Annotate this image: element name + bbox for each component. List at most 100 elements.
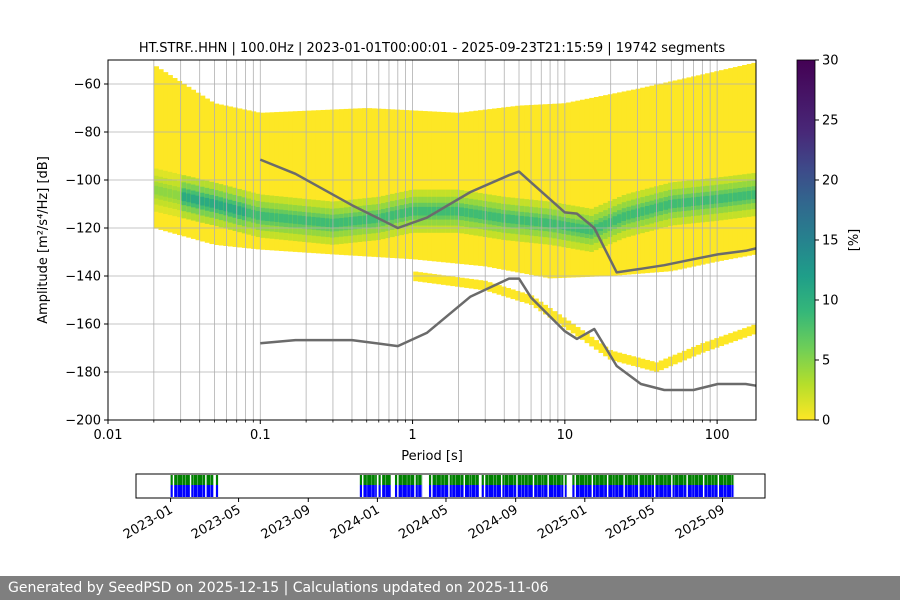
timeline-processed-bar [632, 475, 635, 485]
colorbar-ticks: 0 5 10 15 20 25 30 [815, 54, 839, 429]
density-envelope-cell [542, 104, 549, 278]
density-secondary-cell [667, 356, 674, 367]
timeline-processed-bar [655, 475, 659, 485]
timeline-processed-bar [363, 475, 367, 485]
timeline-processed-bar [460, 475, 464, 485]
density-envelope-cell [626, 90, 632, 275]
density-secondary-cell [649, 361, 655, 371]
timeline-processed-bar [579, 475, 585, 485]
density-envelope-cell [663, 82, 669, 272]
timeline-available-bar [634, 485, 639, 497]
density-core-cell [353, 216, 359, 226]
density-core-cell [635, 208, 641, 218]
density-core-cell [450, 206, 456, 216]
timeline-available-bar [698, 485, 703, 497]
density-secondary-cell [542, 304, 549, 315]
timeline-processed-bar [517, 475, 522, 485]
timeline-processed-bar [485, 475, 489, 485]
density-envelope-cell [473, 110, 479, 266]
timeline-available-bar [415, 485, 418, 497]
density-core-cell [728, 193, 734, 202]
timeline-processed-bar [587, 475, 592, 485]
density-core-cell [579, 224, 586, 234]
timeline-available-bar [528, 485, 533, 497]
grid-lines [107, 60, 756, 421]
density-envelope-cell [278, 111, 285, 251]
density-core-cell [306, 216, 312, 226]
timeline-available-bar [496, 485, 501, 497]
timeline-processed-bar [508, 475, 514, 485]
density-envelope-cell [246, 110, 252, 249]
timeline-available-bar [639, 485, 645, 497]
density-envelope-cell [529, 104, 535, 275]
density-core-cell [487, 211, 493, 221]
density-core-cell [260, 211, 266, 221]
timeline-available-bar [452, 485, 456, 497]
density-secondary-cell [589, 336, 595, 347]
density-core-cell [589, 226, 595, 235]
density-envelope-cell [709, 72, 715, 263]
density-envelope-cell [579, 99, 586, 278]
colorbar-tick-label: 0 [822, 414, 830, 429]
timeline-processed-bar [367, 475, 372, 485]
density-envelope-cell [329, 109, 335, 255]
timeline-processed-bar [449, 475, 452, 485]
density-core-cell [200, 196, 206, 206]
density-envelope-cell [288, 111, 294, 252]
timeline-processed-bar [544, 475, 548, 485]
timeline-processed-bar [441, 475, 444, 485]
timeline-available-bar [464, 485, 469, 497]
density-envelope-cell [385, 109, 391, 258]
timeline-tick-label: 2024-09 [466, 502, 521, 542]
timeline-processed-bar [410, 475, 415, 485]
density-envelope-cell [302, 110, 308, 253]
density-envelope-cell [635, 88, 641, 274]
density-core-cell [552, 219, 558, 229]
timeline-available-bar [197, 485, 203, 497]
density-core-cell [584, 225, 590, 234]
timeline-processed-bar [537, 475, 542, 485]
density-envelope-cell [223, 105, 229, 246]
density-core-cell [709, 195, 715, 205]
density-envelope-cell [283, 111, 289, 252]
timeline-available-bar [707, 485, 712, 497]
density-secondary-cell [575, 326, 581, 337]
density-core-cell [473, 209, 479, 219]
density-envelope-cell [200, 95, 206, 242]
density-envelope-cell [649, 85, 655, 273]
timeline-available-bar [508, 485, 514, 497]
timeline-processed-bar [575, 475, 580, 485]
density-secondary-cell [464, 278, 470, 288]
density-core-cell [677, 198, 683, 208]
density-core-cell [510, 214, 516, 224]
timeline-processed-bar [493, 475, 497, 485]
timeline-available-bar [692, 485, 695, 497]
density-envelope-cell [237, 108, 243, 248]
density-secondary-cell [473, 279, 479, 290]
density-envelope-cell [163, 72, 169, 232]
density-core-cell [380, 213, 386, 222]
timeline-available-bar [428, 485, 432, 497]
density-secondary-cell [630, 356, 637, 366]
upper-noise-model-curve [259, 158, 757, 274]
density-core-cell [218, 201, 224, 211]
density-envelope-cell [667, 81, 674, 272]
density-envelope-cell [255, 112, 261, 250]
density-secondary-cell [468, 278, 474, 289]
density-secondary-cell [742, 328, 748, 338]
density-core-cell [237, 206, 243, 215]
density-envelope-cell [390, 109, 396, 258]
density-secondary-cell [570, 323, 576, 334]
timeline-processed-bar [464, 475, 469, 485]
timeline-available-bar [170, 485, 173, 497]
density-secondary-cell [626, 355, 632, 365]
timeline-bars [170, 475, 735, 497]
y-tick-label: −60 [74, 78, 101, 93]
timeline-available-bar [206, 485, 211, 497]
density-core-cell [204, 197, 210, 207]
timeline-available-bar [667, 485, 672, 497]
colorbar-label: [%] [847, 229, 862, 252]
timeline-processed-bar [672, 475, 675, 485]
density-secondary-cell [695, 344, 701, 355]
density-secondary-cell [552, 311, 558, 321]
